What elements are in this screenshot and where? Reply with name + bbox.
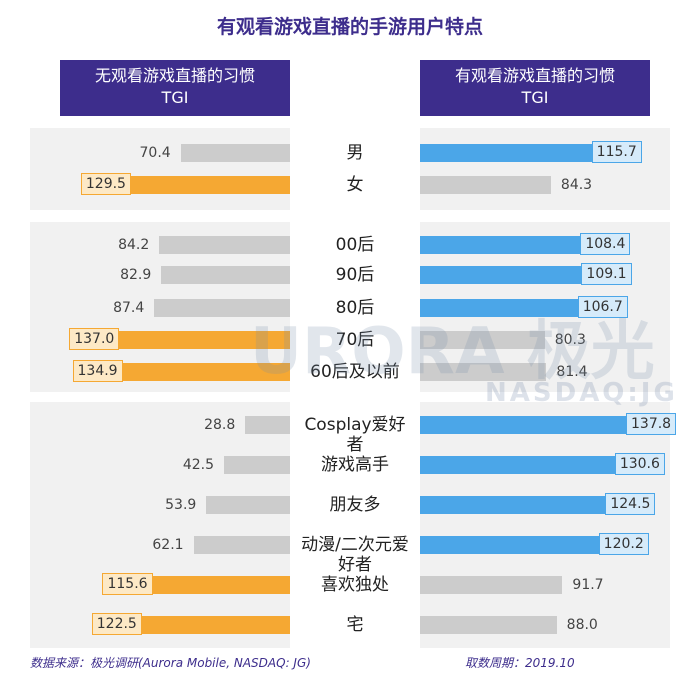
- right-header: 有观看游戏直播的习惯 TGI: [420, 60, 650, 116]
- bar: [420, 536, 607, 554]
- value-label: 109.1: [581, 263, 632, 285]
- metric: TGI: [161, 88, 189, 107]
- value-label: 124.5: [605, 493, 656, 515]
- value-label: 62.1: [152, 537, 184, 553]
- bar: [193, 536, 290, 554]
- bar: [420, 144, 600, 162]
- source-note: 数据来源：极光调研(Aurora Mobile, NASDAQ: JG): [30, 656, 311, 670]
- value-label: 70.4: [139, 145, 171, 161]
- category-label: 00后: [335, 235, 375, 255]
- value-label: 106.7: [577, 296, 628, 318]
- value-label: 84.2: [118, 237, 150, 253]
- bar: [245, 416, 290, 434]
- value-label: 122.5: [91, 613, 142, 635]
- value-label: 137.0: [69, 328, 120, 350]
- bar: [420, 363, 547, 381]
- bar: [99, 616, 290, 634]
- bar: [88, 176, 290, 194]
- series-name: 有观看游戏直播的习惯: [454, 66, 615, 85]
- category-label: 朋友多: [329, 495, 381, 515]
- bar: [77, 331, 290, 349]
- value-label: 88.0: [566, 617, 598, 633]
- value-label: 137.8: [626, 413, 677, 435]
- panel: [420, 402, 670, 648]
- period-note: 取数周期：2019.10: [465, 656, 575, 670]
- watermark: URORA 极光: [250, 315, 655, 389]
- series-name: 无观看游戏直播的习惯: [94, 66, 255, 85]
- bar: [420, 576, 563, 594]
- value-label: 115.6: [102, 573, 153, 595]
- category-label: 女: [346, 175, 364, 195]
- value-label: 81.4: [556, 364, 588, 380]
- category-label: 90后: [335, 265, 375, 285]
- bar: [180, 144, 290, 162]
- bar: [420, 299, 586, 317]
- category-label: 喜欢独处: [321, 575, 389, 595]
- bar: [159, 236, 290, 254]
- bar: [161, 266, 290, 284]
- bar: [420, 616, 557, 634]
- bar: [420, 176, 551, 194]
- left-header: 无观看游戏直播的习惯 TGI: [60, 60, 290, 116]
- value-label: 108.4: [580, 233, 631, 255]
- value-label: 28.8: [204, 417, 236, 433]
- category-label: 60后及以前: [310, 362, 400, 382]
- category-label: 宅: [346, 615, 364, 635]
- bar: [223, 456, 290, 474]
- category-label: 80后: [335, 298, 375, 318]
- value-label: 91.7: [572, 577, 604, 593]
- metric: TGI: [521, 88, 549, 107]
- watermark-sub: NASDAQ:JG: [485, 378, 678, 408]
- value-label: 115.7: [591, 141, 642, 163]
- value-label: 129.5: [80, 173, 131, 195]
- category-label: 动漫/二次元爱好者: [301, 535, 409, 575]
- bar: [80, 363, 290, 381]
- category-label: 男: [346, 143, 364, 163]
- bar: [206, 496, 290, 514]
- value-label: 80.3: [554, 332, 586, 348]
- category-label: Cosplay爱好者: [304, 415, 406, 455]
- value-label: 84.3: [560, 177, 593, 193]
- value-label: 42.5: [182, 457, 214, 473]
- value-label: 130.6: [614, 453, 665, 475]
- category-label: 70后: [335, 330, 375, 350]
- bar: [420, 456, 623, 474]
- bar: [420, 266, 590, 284]
- panel: [30, 128, 290, 210]
- value-label: 87.4: [113, 300, 145, 316]
- value-label: 82.9: [120, 267, 152, 283]
- bar: [420, 416, 634, 434]
- category-label: 游戏高手: [321, 455, 389, 475]
- value-label: 53.9: [165, 497, 197, 513]
- bar: [420, 236, 589, 254]
- value-label: 134.9: [72, 360, 123, 382]
- value-label: 120.2: [598, 533, 649, 555]
- panel: [30, 402, 290, 648]
- bar: [154, 299, 290, 317]
- bar: [110, 576, 290, 594]
- chart-title: 有观看游戏直播的手游用户特点: [216, 16, 483, 38]
- bar: [420, 496, 614, 514]
- bar: [420, 331, 545, 349]
